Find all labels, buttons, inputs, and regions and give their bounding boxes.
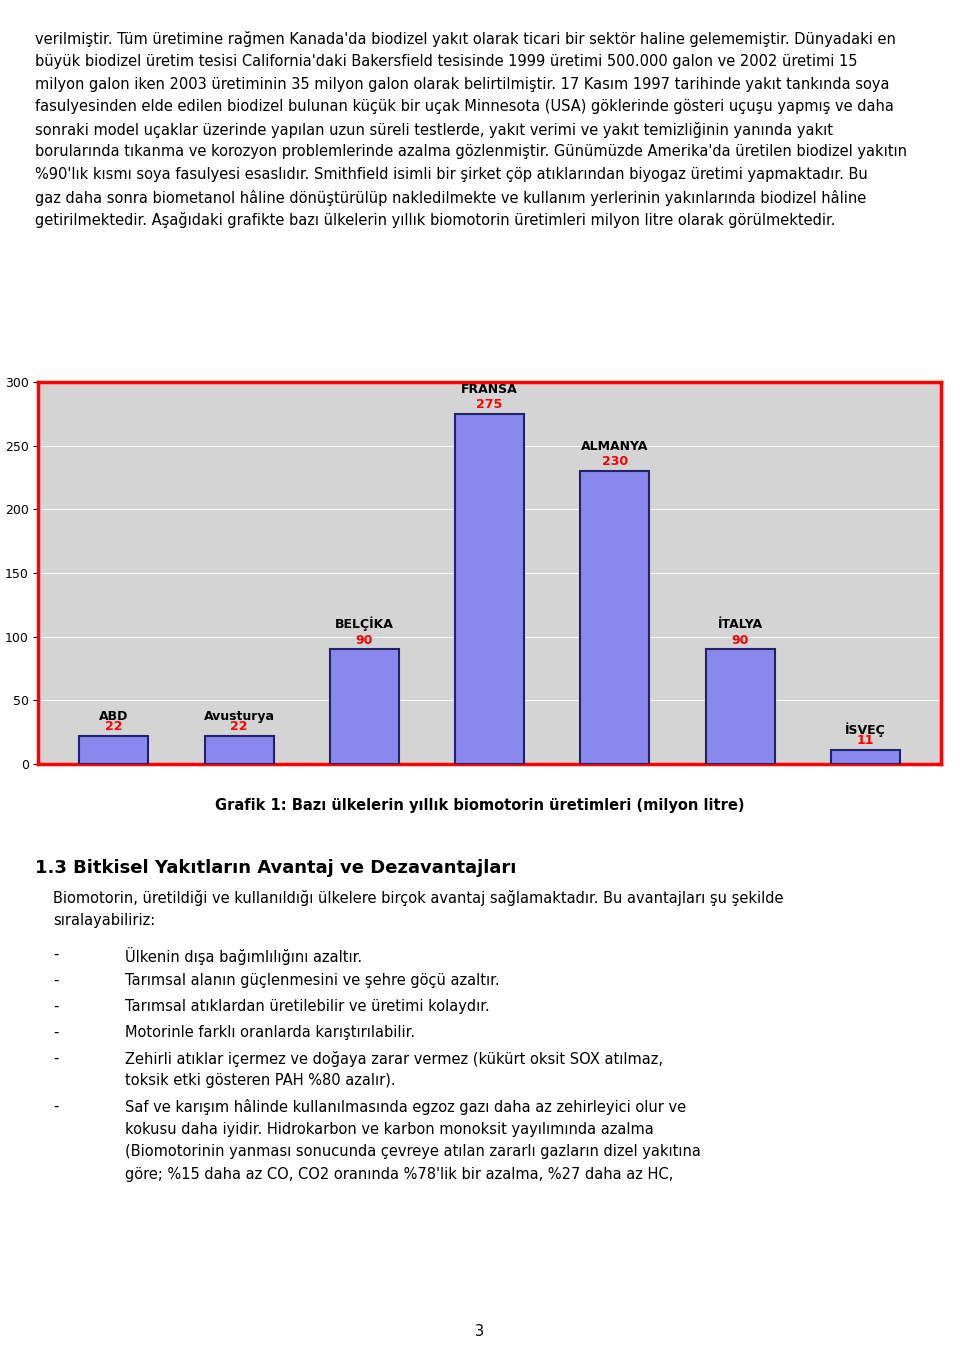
Text: Tarımsal alanın güçlenmesini ve şehre göçü azaltır.: Tarımsal alanın güçlenmesini ve şehre gö… — [125, 973, 499, 988]
Text: 22: 22 — [105, 720, 123, 734]
Text: İSVEÇ: İSVEÇ — [845, 723, 886, 737]
Text: 275: 275 — [476, 398, 503, 411]
Text: kokusu daha iyidir. Hidrokarbon ve karbon monoksit yayılımında azalma: kokusu daha iyidir. Hidrokarbon ve karbo… — [125, 1121, 654, 1136]
Bar — [330, 649, 398, 764]
Text: Motorinle farklı oranlarda karıştırılabilir.: Motorinle farklı oranlarda karıştırılabi… — [125, 1024, 415, 1039]
Text: %90'lık kısmı soya fasulyesi esaslıdır. Smithfield isimli bir şirket çöp atıklar: %90'lık kısmı soya fasulyesi esaslıdır. … — [35, 166, 867, 181]
Text: -: - — [53, 1024, 59, 1039]
Text: toksik etki gösteren PAH %80 azalır).: toksik etki gösteren PAH %80 azalır). — [125, 1073, 396, 1088]
Text: -: - — [53, 1050, 59, 1065]
Text: (Biomotorinin yanması sonucunda çevreye atılan zararlı gazların dizel yakıtına: (Biomotorinin yanması sonucunda çevreye … — [125, 1144, 701, 1159]
Text: fasulyesinden elde edilen biodizel bulunan küçük bir uçak Minnesota (USA) gökler: fasulyesinden elde edilen biodizel bulun… — [35, 100, 894, 115]
Text: 11: 11 — [856, 734, 875, 747]
Bar — [831, 750, 900, 764]
Text: -: - — [53, 973, 59, 988]
Bar — [80, 735, 148, 764]
Text: sıralayabiliriz:: sıralayabiliriz: — [53, 913, 156, 928]
Bar — [706, 649, 775, 764]
Text: verilmiştir. Tüm üretimine rağmen Kanada'da biodizel yakıt olarak ticari bir sek: verilmiştir. Tüm üretimine rağmen Kanada… — [35, 31, 896, 48]
Text: BELÇİKA: BELÇİKA — [335, 617, 394, 632]
Text: -: - — [53, 947, 59, 962]
Text: getirilmektedir. Aşağıdaki grafikte bazı ülkelerin yıllık biomotorin üretimleri : getirilmektedir. Aşağıdaki grafikte bazı… — [35, 213, 835, 228]
Text: Zehirli atıklar içermez ve doğaya zarar vermez (kükürt oksit SOX atılmaz,: Zehirli atıklar içermez ve doğaya zarar … — [125, 1050, 662, 1067]
Text: Biomotorin, üretildiği ve kullanıldığı ülkelere birçok avantaj sağlamaktadır. Bu: Biomotorin, üretildiği ve kullanıldığı ü… — [53, 891, 783, 906]
Text: borularında tıkanma ve korozyon problemlerinde azalma gözlenmiştir. Günümüzde Am: borularında tıkanma ve korozyon probleml… — [35, 145, 906, 160]
Text: 22: 22 — [230, 720, 248, 734]
Text: Avusturya: Avusturya — [204, 711, 275, 723]
Text: 3: 3 — [475, 1324, 485, 1339]
Text: sonraki model uçaklar üzerinde yapılan uzun süreli testlerde, yakıt verimi ve ya: sonraki model uçaklar üzerinde yapılan u… — [35, 121, 832, 138]
Text: Ülkenin dışa bağımlılığını azaltır.: Ülkenin dışa bağımlılığını azaltır. — [125, 947, 362, 964]
Text: milyon galon iken 2003 üretiminin 35 milyon galon olarak belirtilmiştir. 17 Kası: milyon galon iken 2003 üretiminin 35 mil… — [35, 76, 889, 91]
Text: gaz daha sonra biometanol hâline dönüştürülüp nakledilmekte ve kullanım yerlerin: gaz daha sonra biometanol hâline dönüştü… — [35, 190, 866, 206]
Text: 90: 90 — [355, 634, 373, 647]
Text: Tarımsal atıklardan üretilebilir ve üretimi kolaydır.: Tarımsal atıklardan üretilebilir ve üret… — [125, 998, 490, 1013]
Text: FRANSA: FRANSA — [461, 383, 518, 396]
Text: 230: 230 — [602, 456, 628, 468]
Text: İTALYA: İTALYA — [717, 618, 762, 632]
Bar — [581, 471, 649, 764]
Text: Saf ve karışım hâlinde kullanılmasında egzoz gazı daha az zehirleyici olur ve: Saf ve karışım hâlinde kullanılmasında e… — [125, 1099, 686, 1116]
Bar — [455, 413, 524, 764]
Text: -: - — [53, 998, 59, 1013]
Text: ABD: ABD — [99, 711, 129, 723]
Bar — [204, 735, 274, 764]
Text: göre; %15 daha az CO, CO2 oranında %78'lik bir azalma, %27 daha az HC,: göre; %15 daha az CO, CO2 oranında %78'l… — [125, 1168, 673, 1183]
Text: büyük biodizel üretim tesisi California'daki Bakersfield tesisinde 1999 üretimi : büyük biodizel üretim tesisi California'… — [35, 55, 857, 70]
Text: 1.3 Bitkisel Yakıtların Avantaj ve Dezavantajları: 1.3 Bitkisel Yakıtların Avantaj ve Dezav… — [35, 859, 516, 877]
Text: Grafik 1: Bazı ülkelerin yıllık biomotorin üretimleri (milyon litre): Grafik 1: Bazı ülkelerin yıllık biomotor… — [215, 798, 745, 813]
Text: 90: 90 — [732, 634, 749, 647]
Text: -: - — [53, 1099, 59, 1114]
Text: ALMANYA: ALMANYA — [581, 441, 649, 453]
